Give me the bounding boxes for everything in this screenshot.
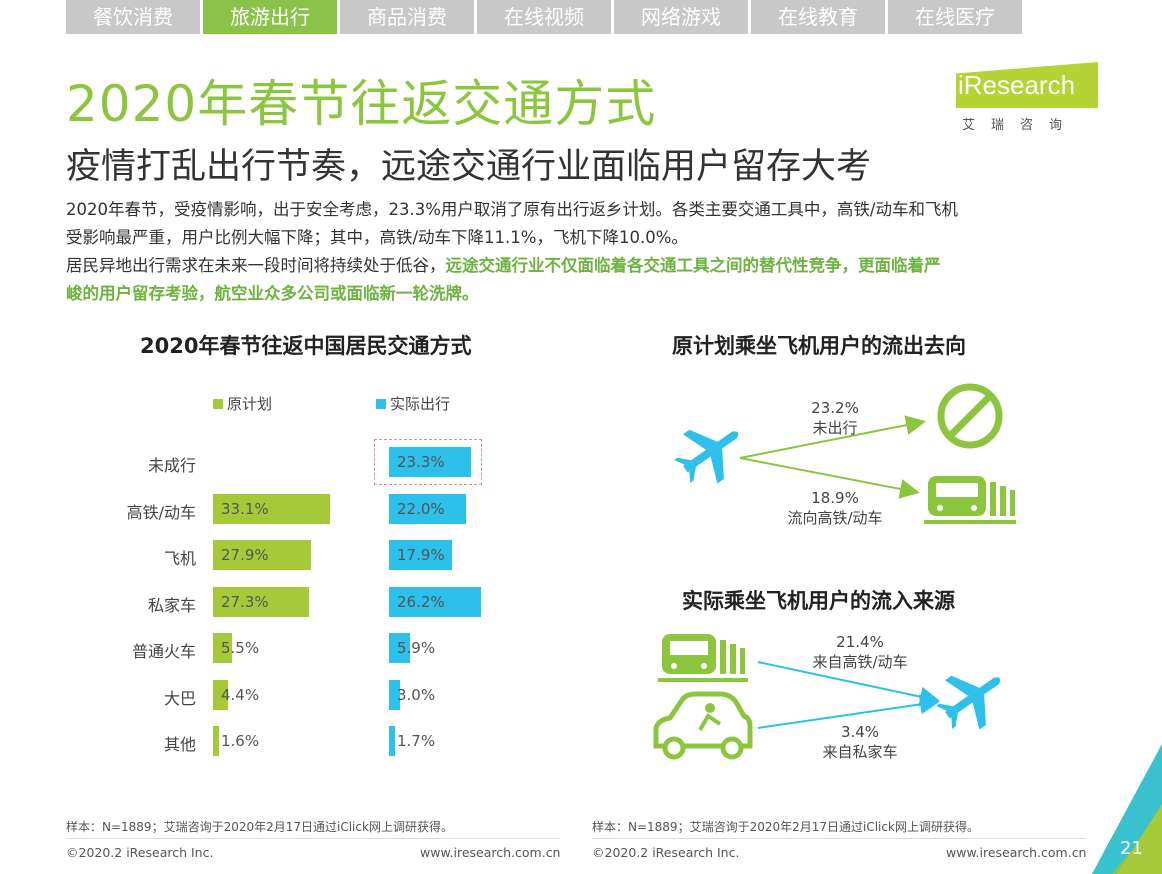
- logo-subtext: 艾瑞咨询: [962, 118, 1079, 133]
- footer-divider-right: [592, 838, 1086, 839]
- bar-planned: [213, 540, 312, 570]
- intro-line-2: 受影响最严重，用户比例大幅下降；其中，高铁/动车下降11.1%，飞机下降10.0…: [66, 228, 688, 247]
- bar-planned: [213, 586, 310, 617]
- tab-dining[interactable]: 餐饮消费: [66, 0, 200, 34]
- inflow-arrow-rail: [757, 661, 940, 707]
- tab-travel[interactable]: 旅游出行: [203, 0, 337, 34]
- intro-line-3: 居民异地出行需求在未来一段时间将持续处于低谷，远途交通行业不仅面临着各交通工具之…: [66, 252, 1106, 280]
- bar-planned: [213, 633, 233, 663]
- bar-actual-label: 3.0%: [397, 685, 436, 704]
- bar-actual-label: 23.3%: [397, 453, 445, 471]
- bar-actual: [389, 447, 472, 477]
- category-label: 其他: [163, 735, 196, 754]
- intro-line-1: 2020年春节，受疫情影响，出于安全考虑，23.3%用户取消了原有出行返乡计划。…: [66, 200, 958, 219]
- footer-note-right: 样本：N=1889；艾瑞咨询于2020年2月17日通过iClick网上调研获得。: [592, 820, 979, 834]
- outflow-title: 原计划乘坐飞机用户的流出去向: [672, 334, 966, 358]
- train-icon: [658, 634, 748, 682]
- bar-planned-label: 1.6%: [221, 732, 260, 750]
- category-label: 未成行: [147, 456, 196, 475]
- bar-actual-label: 22.0%: [397, 499, 445, 518]
- legend-swatch-planned: [213, 399, 223, 409]
- bar-actual: [389, 493, 467, 524]
- outflow-none-value: 23.2%: [811, 399, 859, 417]
- bar-actual: [389, 633, 410, 663]
- outflow-label-rail: 18.9% 流向高铁/动车: [770, 488, 900, 528]
- footer-url-right[interactable]: www.iresearch.com.cn: [946, 845, 1087, 860]
- bar-actual: [389, 679, 400, 710]
- bar-planned-label: 27.9%: [221, 546, 269, 564]
- bar-actual-label: 17.9%: [397, 546, 445, 564]
- chart-title: 2020年春节往返中国居民交通方式: [140, 334, 472, 358]
- outflow-diagram: [674, 383, 1016, 524]
- footer-note-left: 样本：N=1889；艾瑞咨询于2020年2月17日通过iClick网上调研获得。: [66, 820, 453, 834]
- tab-bar: 餐饮消费 旅游出行 商品消费 在线视频 网络游戏 在线教育 在线医疗: [66, 0, 1026, 34]
- inflow-label-rail: 21.4% 来自高铁/动车: [800, 632, 920, 672]
- category-label: 普通火车: [131, 642, 196, 661]
- footer-copyright-left: ©2020.2 iResearch Inc.: [66, 845, 214, 860]
- inflow-arrow-car: [757, 694, 940, 729]
- bar-planned-label: 33.1%: [221, 499, 269, 518]
- outflow-arrow-none: [739, 415, 926, 459]
- bar-actual: [389, 540, 452, 570]
- footer-copyright-right: ©2020.2 iResearch Inc.: [592, 845, 740, 860]
- legend-actual: 实际出行: [390, 395, 451, 413]
- inflow-rail-value: 21.4%: [836, 633, 884, 651]
- page-subtitle: 疫情打乱出行节奏，远途交通行业面临用户留存大考: [66, 147, 872, 187]
- outflow-rail-value: 18.9%: [811, 489, 859, 507]
- footer-url-left[interactable]: www.iresearch.com.cn: [420, 845, 561, 860]
- airplane-icon: [674, 429, 739, 484]
- bar-planned: [213, 726, 219, 756]
- corner-decoration: [1092, 744, 1162, 874]
- car-icon: [653, 691, 753, 760]
- inflow-rail-text: 来自高铁/动车: [812, 653, 908, 671]
- inflow-car-value: 3.4%: [840, 723, 880, 741]
- bar-planned: [213, 493, 330, 524]
- bar-planned-label: 4.4%: [221, 685, 260, 704]
- bar-planned: [213, 679, 229, 710]
- train-icon: [924, 476, 1016, 524]
- bar-actual: [389, 726, 395, 756]
- bar-actual-label: 1.7%: [397, 732, 436, 750]
- intro-line-4: 峻的用户留存考验，航空业众多公司或面临新一轮洗牌。: [66, 284, 479, 303]
- footer-divider-left: [66, 838, 560, 839]
- tab-games[interactable]: 网络游戏: [614, 0, 748, 34]
- category-label: 高铁/动车: [126, 502, 196, 522]
- logo-text: iResearch: [958, 70, 1076, 100]
- page-number: 21: [1120, 838, 1143, 859]
- highlight-box: [374, 439, 482, 485]
- bar-actual-label: 26.2%: [397, 592, 445, 611]
- tab-medical[interactable]: 在线医疗: [888, 0, 1022, 34]
- intro-line-3-plain: 居民异地出行需求在未来一段时间将持续处于低谷，: [66, 256, 446, 275]
- category-label: 大巴: [163, 688, 196, 708]
- intro-line-3-highlight: 远途交通行业不仅面临着各交通工具之间的替代性竞争，更面临着严: [445, 256, 941, 275]
- page-title: 2020年春节往返交通方式: [66, 75, 657, 133]
- tab-goods[interactable]: 商品消费: [340, 0, 474, 34]
- category-label: 飞机: [163, 549, 196, 568]
- intro-paragraph: 2020年春节，受疫情影响，出于安全考虑，23.3%用户取消了原有出行返乡计划。…: [66, 196, 1106, 308]
- tab-video[interactable]: 在线视频: [477, 0, 611, 34]
- tab-education[interactable]: 在线教育: [751, 0, 885, 34]
- outflow-none-text: 未出行: [812, 419, 858, 437]
- bar-actual: [389, 586, 482, 617]
- category-label: 私家车: [147, 595, 196, 615]
- no-entry-icon: [937, 383, 1003, 449]
- legend-swatch-actual: [376, 399, 386, 409]
- inflow-label-car: 3.4% 来自私家车: [810, 722, 910, 762]
- inflow-diagram: [653, 634, 1001, 760]
- outflow-rail-text: 流向高铁/动车: [787, 509, 883, 527]
- bar-actual-label: 5.9%: [397, 639, 436, 657]
- bar-planned-label: 27.3%: [221, 592, 269, 611]
- legend-planned: 原计划: [227, 395, 273, 413]
- outflow-arrow-rail: [739, 457, 920, 499]
- bar-planned-label: 5.5%: [221, 639, 260, 657]
- inflow-car-text: 来自私家车: [822, 743, 898, 761]
- airplane-icon: [936, 675, 1001, 730]
- outflow-label-none: 23.2% 未出行: [790, 398, 880, 438]
- inflow-title: 实际乘坐飞机用户的流入来源: [682, 589, 955, 613]
